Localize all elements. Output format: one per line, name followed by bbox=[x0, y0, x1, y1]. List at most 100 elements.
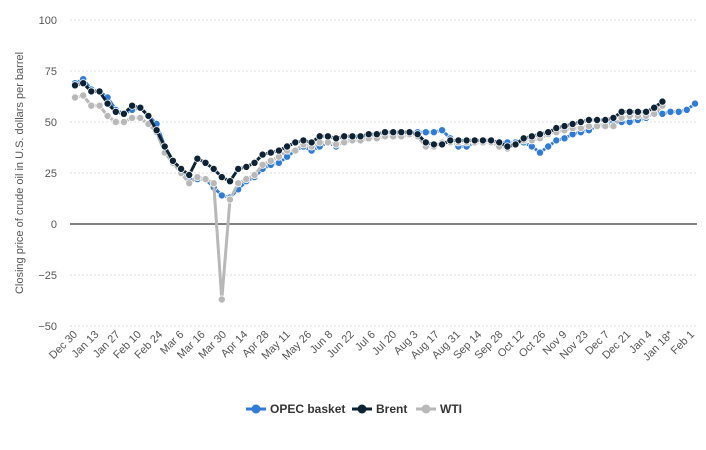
data-point[interactable] bbox=[544, 142, 553, 151]
data-point[interactable] bbox=[128, 113, 137, 122]
data-point[interactable] bbox=[136, 113, 145, 122]
data-point[interactable] bbox=[71, 81, 80, 90]
data-point[interactable] bbox=[234, 164, 243, 173]
data-point[interactable] bbox=[413, 130, 422, 139]
data-point[interactable] bbox=[79, 91, 88, 100]
data-point[interactable] bbox=[438, 126, 447, 135]
data-point[interactable] bbox=[201, 175, 210, 184]
data-point[interactable] bbox=[389, 128, 398, 137]
data-point[interactable] bbox=[193, 173, 202, 182]
data-point[interactable] bbox=[119, 109, 128, 118]
data-point[interactable] bbox=[470, 136, 479, 145]
data-point[interactable] bbox=[682, 105, 691, 114]
data-point[interactable] bbox=[593, 116, 602, 125]
data-point[interactable] bbox=[225, 177, 234, 186]
data-point[interactable] bbox=[315, 132, 324, 141]
data-point[interactable] bbox=[274, 146, 283, 155]
data-point[interactable] bbox=[617, 107, 626, 116]
data-point[interactable] bbox=[217, 191, 226, 200]
data-point[interactable] bbox=[79, 79, 88, 88]
data-point[interactable] bbox=[421, 138, 430, 147]
data-point[interactable] bbox=[144, 111, 153, 120]
data-point[interactable] bbox=[323, 132, 332, 141]
data-point[interactable] bbox=[552, 124, 561, 133]
data-point[interactable] bbox=[576, 118, 585, 127]
data-point[interactable] bbox=[601, 116, 610, 125]
data-point[interactable] bbox=[650, 103, 659, 112]
data-point[interactable] bbox=[209, 179, 218, 188]
data-point[interactable] bbox=[691, 99, 700, 108]
data-point[interactable] bbox=[250, 158, 259, 167]
data-point[interactable] bbox=[250, 170, 259, 179]
data-point[interactable] bbox=[356, 132, 365, 141]
data-point[interactable] bbox=[487, 136, 496, 145]
data-point[interactable] bbox=[258, 150, 267, 159]
data-point[interactable] bbox=[438, 140, 447, 149]
data-point[interactable] bbox=[201, 158, 210, 167]
data-point[interactable] bbox=[405, 128, 414, 137]
data-point[interactable] bbox=[234, 179, 243, 188]
data-point[interactable] bbox=[95, 87, 104, 96]
data-point[interactable] bbox=[152, 126, 161, 135]
data-point[interactable] bbox=[397, 128, 406, 137]
data-point[interactable] bbox=[478, 136, 487, 145]
data-point[interactable] bbox=[609, 122, 618, 131]
data-point[interactable] bbox=[266, 148, 275, 157]
data-point[interactable] bbox=[87, 87, 96, 96]
data-point[interactable] bbox=[625, 107, 634, 116]
data-point[interactable] bbox=[71, 93, 80, 102]
data-point[interactable] bbox=[642, 107, 651, 116]
data-point[interactable] bbox=[544, 128, 553, 137]
data-point[interactable] bbox=[128, 101, 137, 110]
data-point[interactable] bbox=[340, 132, 349, 141]
data-point[interactable] bbox=[87, 101, 96, 110]
data-point[interactable] bbox=[283, 142, 292, 151]
data-point[interactable] bbox=[372, 130, 381, 139]
data-point[interactable] bbox=[495, 138, 504, 147]
data-point[interactable] bbox=[584, 116, 593, 125]
data-point[interactable] bbox=[209, 164, 218, 173]
data-point[interactable] bbox=[332, 134, 341, 143]
data-point[interactable] bbox=[560, 134, 569, 143]
data-point[interactable] bbox=[380, 128, 389, 137]
data-point[interactable] bbox=[111, 118, 120, 127]
data-point[interactable] bbox=[185, 170, 194, 179]
data-point[interactable] bbox=[291, 138, 300, 147]
data-point[interactable] bbox=[160, 142, 169, 151]
data-point[interactable] bbox=[454, 136, 463, 145]
data-point[interactable] bbox=[217, 173, 226, 182]
data-point[interactable] bbox=[658, 97, 667, 106]
data-point[interactable] bbox=[519, 134, 528, 143]
data-point[interactable] bbox=[658, 109, 667, 118]
data-point[interactable] bbox=[536, 130, 545, 139]
data-point[interactable] bbox=[429, 140, 438, 149]
data-point[interactable] bbox=[103, 99, 112, 108]
data-point[interactable] bbox=[609, 113, 618, 122]
data-point[interactable] bbox=[666, 107, 675, 116]
data-point[interactable] bbox=[536, 148, 545, 157]
data-point[interactable] bbox=[633, 107, 642, 116]
data-point[interactable] bbox=[568, 120, 577, 129]
data-point[interactable] bbox=[307, 138, 316, 147]
data-point[interactable] bbox=[258, 160, 267, 169]
data-point[interactable] bbox=[95, 101, 104, 110]
data-point[interactable] bbox=[136, 103, 145, 112]
legend-item-wti[interactable]: WTI bbox=[416, 402, 462, 416]
data-point[interactable] bbox=[503, 142, 512, 151]
data-point[interactable] bbox=[217, 295, 226, 304]
data-point[interactable] bbox=[242, 162, 251, 171]
data-point[interactable] bbox=[291, 146, 300, 155]
data-point[interactable] bbox=[364, 130, 373, 139]
data-point[interactable] bbox=[511, 140, 520, 149]
data-point[interactable] bbox=[674, 107, 683, 116]
data-point[interactable] bbox=[111, 107, 120, 116]
data-point[interactable] bbox=[242, 175, 251, 184]
data-point[interactable] bbox=[299, 136, 308, 145]
data-point[interactable] bbox=[225, 195, 234, 204]
data-point[interactable] bbox=[421, 128, 430, 137]
data-point[interactable] bbox=[446, 136, 455, 145]
data-point[interactable] bbox=[552, 136, 561, 145]
data-point[interactable] bbox=[185, 179, 194, 188]
data-point[interactable] bbox=[103, 111, 112, 120]
data-point[interactable] bbox=[168, 156, 177, 165]
